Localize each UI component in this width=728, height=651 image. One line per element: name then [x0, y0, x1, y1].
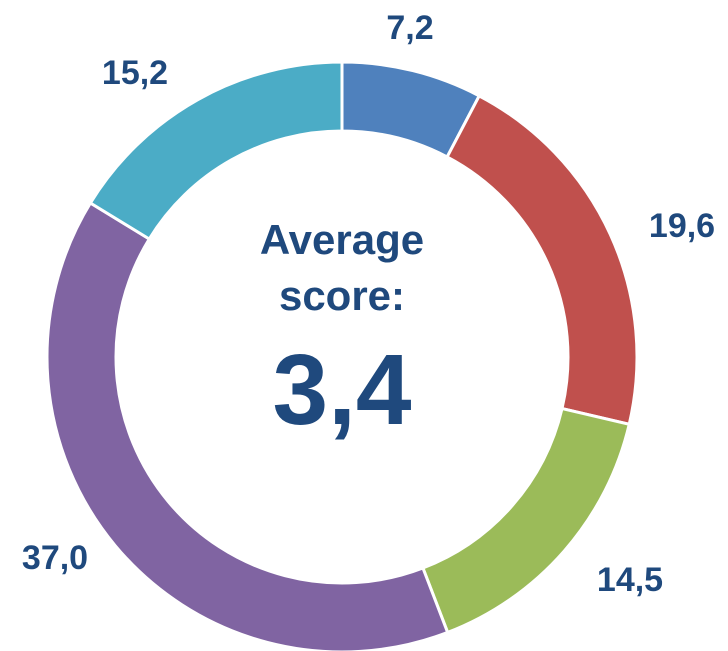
annotation: Average score: — [259, 216, 425, 319]
donut-segment — [445, 93, 639, 427]
donut-segment — [45, 200, 450, 651]
center-text: Average score: 3,4 — [222, 212, 462, 450]
center-value: 3,4 — [272, 334, 412, 446]
value-label: 37,0 — [22, 539, 88, 577]
value-label: 14,5 — [597, 561, 663, 599]
value-label: 19,6 — [649, 207, 715, 245]
value-label: 15,2 — [102, 54, 168, 92]
donut-segment — [88, 60, 344, 242]
value-label: 7,2 — [386, 9, 433, 47]
